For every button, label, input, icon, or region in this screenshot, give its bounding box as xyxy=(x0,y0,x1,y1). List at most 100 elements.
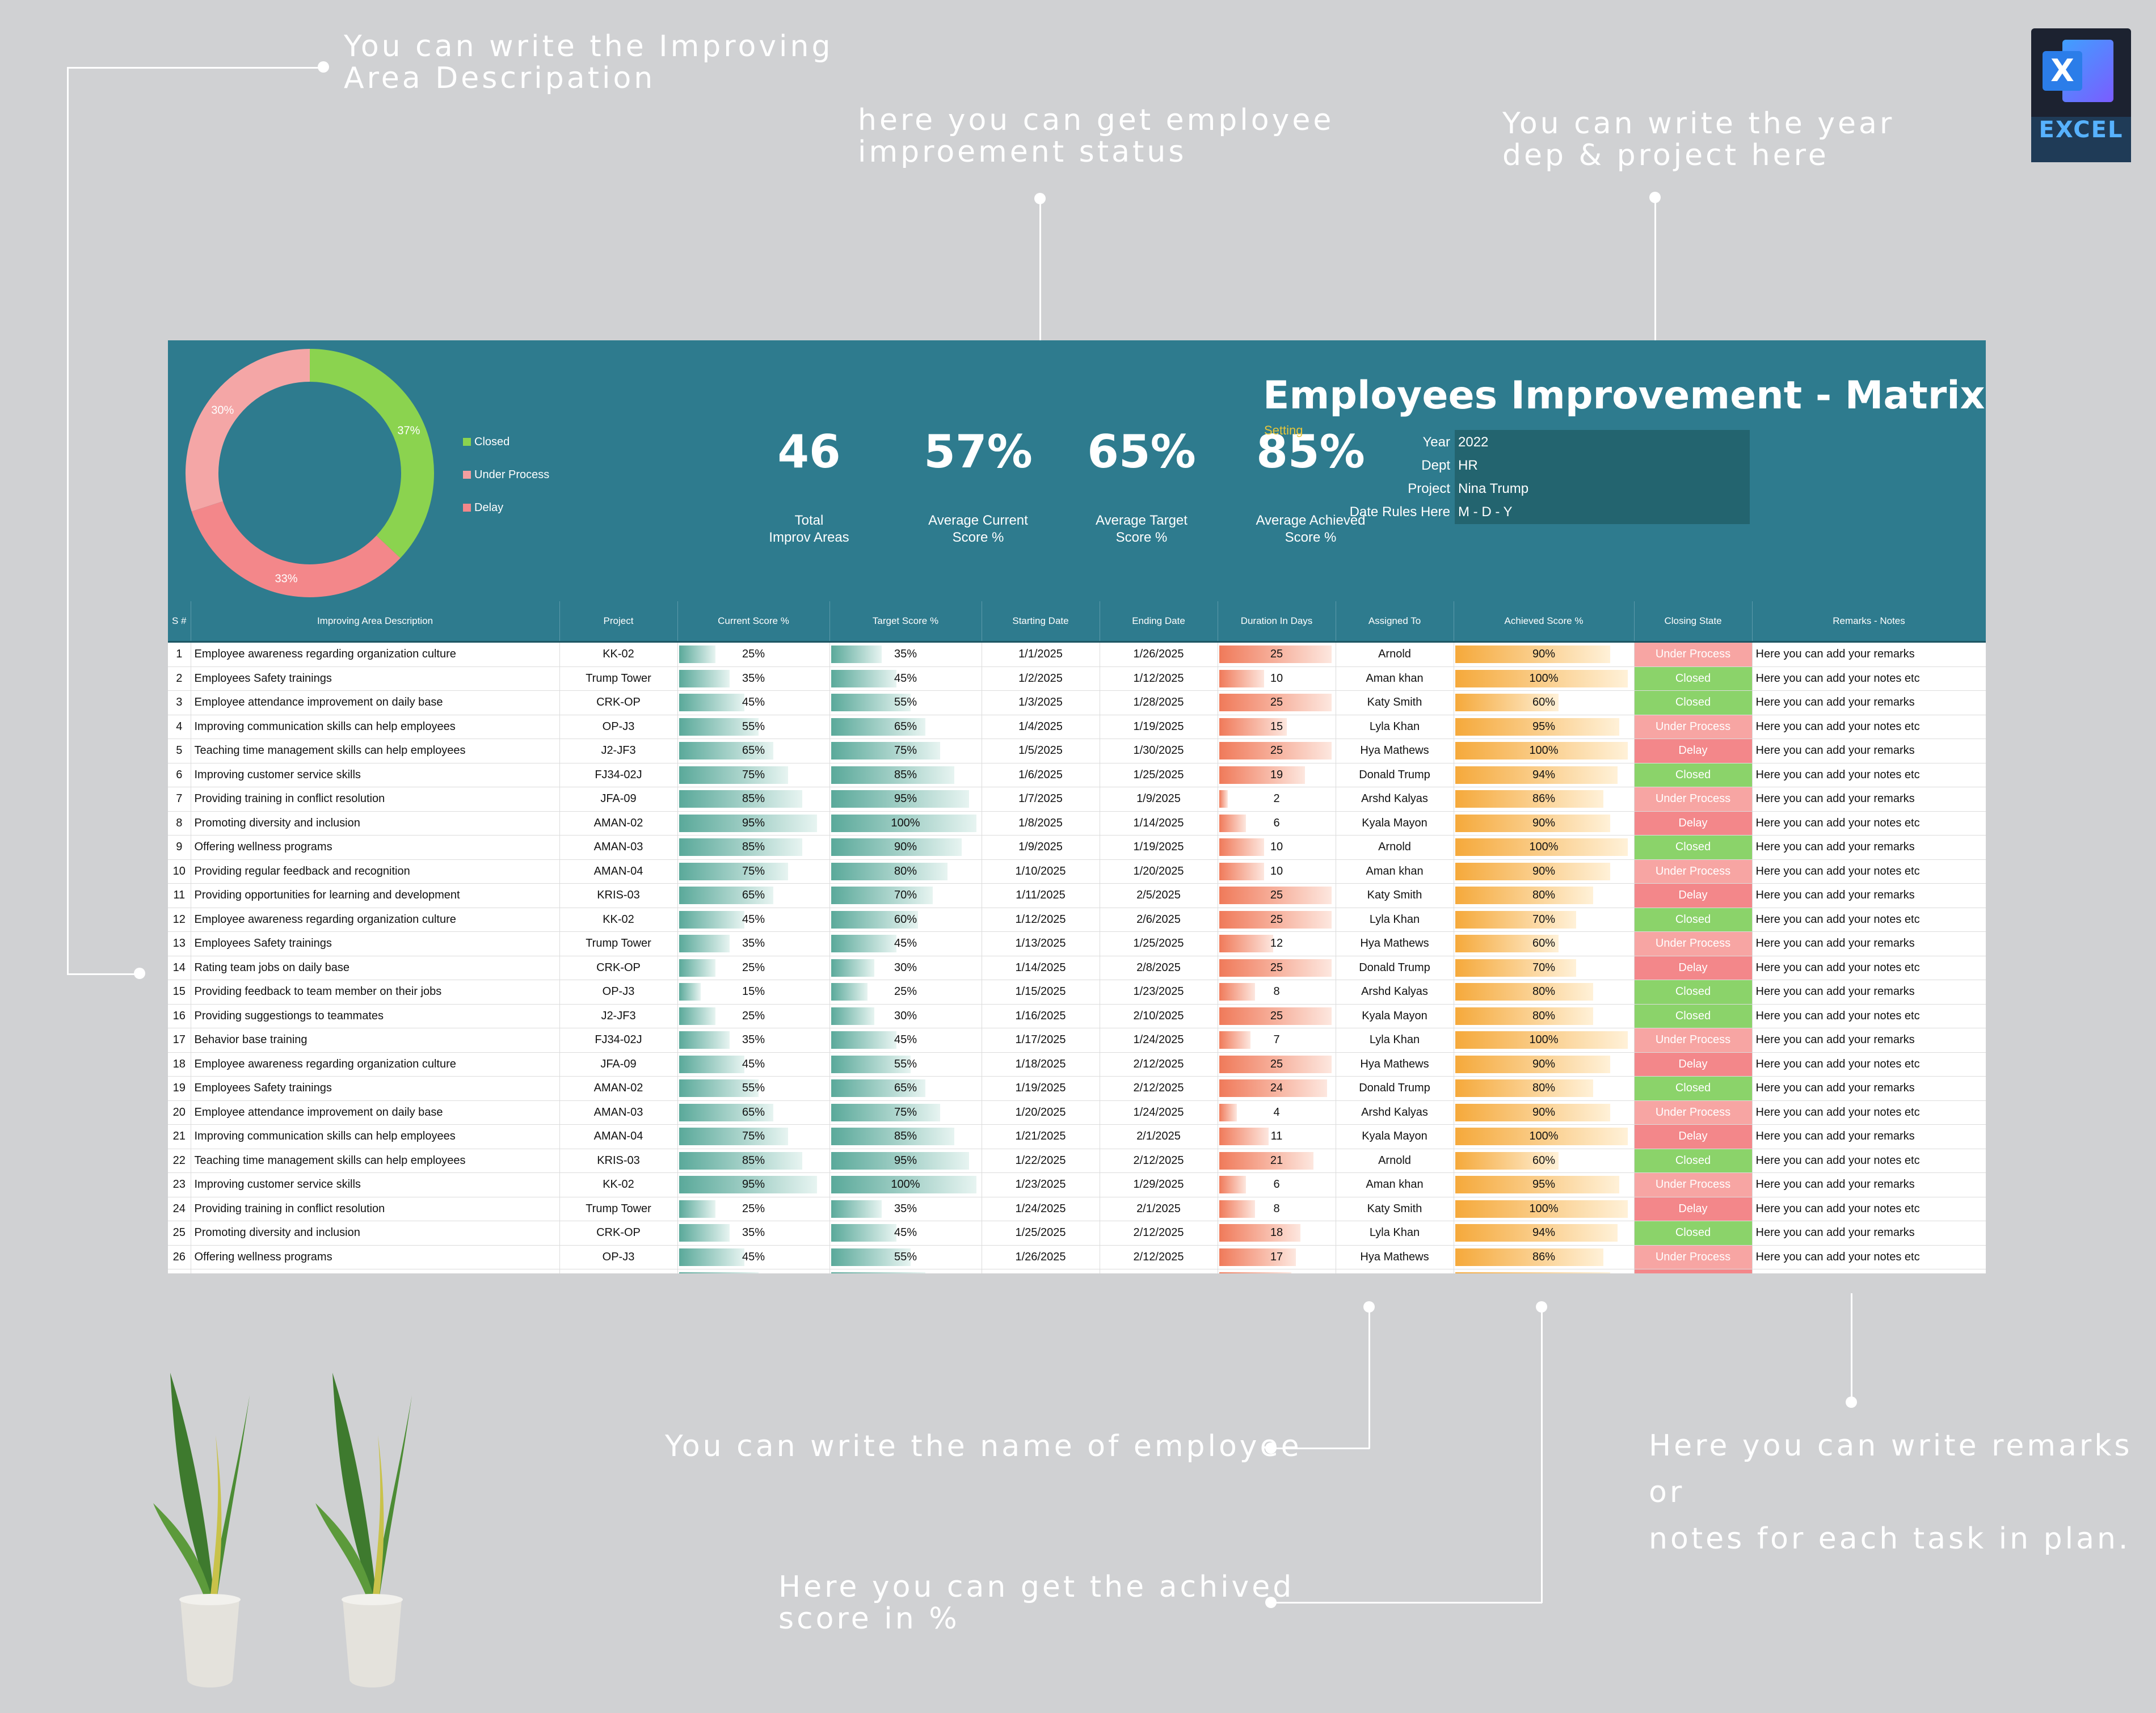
cell-sn[interactable]: 20 xyxy=(168,1100,191,1125)
cell-description[interactable]: Employee attendance improvement on daily… xyxy=(191,1100,560,1125)
cell-closing-state[interactable]: Under Process xyxy=(1634,642,1753,667)
cell-project[interactable]: Trump Tower xyxy=(559,666,678,691)
cell-closing-state[interactable]: Delay xyxy=(1634,1052,1753,1077)
cell-sn[interactable]: 2 xyxy=(168,666,191,691)
cell-closing-state[interactable]: Delay xyxy=(1634,739,1753,763)
cell-ending-date[interactable]: 1/25/2025 xyxy=(1100,763,1218,787)
cell-duration[interactable]: 6 xyxy=(1218,811,1336,836)
header-starting-date[interactable]: Starting Date xyxy=(982,601,1100,643)
cell-starting-date[interactable]: 1/26/2025 xyxy=(982,1245,1100,1269)
cell-ending-date[interactable]: 1/25/2025 xyxy=(1100,931,1218,956)
cell-assigned-to[interactable]: Lyla Khan xyxy=(1336,1221,1454,1246)
cell-sn[interactable]: 10 xyxy=(168,859,191,884)
cell-remarks[interactable]: Here you can add your notes etc xyxy=(1752,1197,1986,1221)
cell-current-score[interactable]: 25% xyxy=(677,956,830,980)
cell-target-score[interactable]: 80% xyxy=(829,859,982,884)
cell-description[interactable]: Rating team jobs on daily base xyxy=(191,956,560,980)
cell-target-score[interactable]: 30% xyxy=(829,956,982,980)
cell-closing-state[interactable]: Delay xyxy=(1634,1269,1753,1273)
cell-target-score[interactable]: 75% xyxy=(829,739,982,763)
cell-assigned-to[interactable]: Aman khan xyxy=(1336,666,1454,691)
cell-assigned-to[interactable]: Arshd Kalyas xyxy=(1336,787,1454,812)
cell-description[interactable]: Improving customer service skills xyxy=(191,1172,560,1197)
cell-achieved-score[interactable]: 80% xyxy=(1454,980,1635,1005)
cell-ending-date[interactable]: 2/12/2025 xyxy=(1100,1149,1218,1173)
cell-description[interactable]: Employee awareness regarding organizatio… xyxy=(191,642,560,667)
cell-current-score[interactable]: 75% xyxy=(677,859,830,884)
header-current-score[interactable]: Current Score % xyxy=(677,601,830,643)
cell-current-score[interactable]: 35% xyxy=(677,1028,830,1053)
cell-sn[interactable]: 9 xyxy=(168,835,191,860)
cell-remarks[interactable]: Here you can add your remarks xyxy=(1752,835,1986,860)
cell-starting-date[interactable]: 1/10/2025 xyxy=(982,859,1100,884)
cell-description[interactable]: Employees Safety trainings xyxy=(191,666,560,691)
cell-current-score[interactable]: 65% xyxy=(677,1100,830,1125)
cell-ending-date[interactable]: 1/29/2025 xyxy=(1100,1172,1218,1197)
cell-ending-date[interactable]: 2/5/2025 xyxy=(1100,883,1218,908)
cell-closing-state[interactable]: Delay xyxy=(1634,1124,1753,1149)
cell-target-score[interactable]: 85% xyxy=(829,1124,982,1149)
cell-remarks[interactable]: Here you can add your notes etc xyxy=(1752,763,1986,787)
cell-target-score[interactable]: 65% xyxy=(829,715,982,739)
cell-target-score[interactable]: 100% xyxy=(829,1172,982,1197)
cell-project[interactable]: AMAN-02 xyxy=(559,1076,678,1101)
cell-ending-date[interactable]: 1/24/2025 xyxy=(1100,1100,1218,1125)
cell-sn[interactable]: 6 xyxy=(168,763,191,787)
cell-duration[interactable]: 10 xyxy=(1218,859,1336,884)
cell-closing-state[interactable]: Closed xyxy=(1634,1004,1753,1028)
cell-target-score[interactable]: 75% xyxy=(829,1100,982,1125)
cell-ending-date[interactable]: 1/26/2025 xyxy=(1100,642,1218,667)
cell-starting-date[interactable]: 1/16/2025 xyxy=(982,1004,1100,1028)
cell-sn[interactable]: 3 xyxy=(168,690,191,715)
cell-closing-state[interactable]: Under Process xyxy=(1634,715,1753,739)
cell-ending-date[interactable]: 2/10/2025 xyxy=(1100,1004,1218,1028)
cell-sn[interactable]: 8 xyxy=(168,811,191,836)
cell-remarks[interactable]: Here you can add your notes etc xyxy=(1752,859,1986,884)
cell-closing-state[interactable]: Under Process xyxy=(1634,859,1753,884)
cell-achieved-score[interactable]: 70% xyxy=(1454,908,1635,932)
cell-starting-date[interactable]: 1/5/2025 xyxy=(982,739,1100,763)
cell-assigned-to[interactable]: Donald Trump xyxy=(1336,1269,1454,1273)
cell-duration[interactable]: 25 xyxy=(1218,642,1336,667)
cell-achieved-score[interactable]: 100% xyxy=(1454,1124,1635,1149)
cell-ending-date[interactable]: 2/12/2025 xyxy=(1100,1052,1218,1077)
cell-description[interactable]: Employee awareness regarding organizatio… xyxy=(191,1052,560,1077)
cell-closing-state[interactable]: Under Process xyxy=(1634,1245,1753,1269)
cell-ending-date[interactable]: 2/8/2025 xyxy=(1100,956,1218,980)
cell-current-score[interactable]: 15% xyxy=(677,980,830,1005)
cell-description[interactable]: Employees Safety trainings xyxy=(191,1076,560,1101)
cell-current-score[interactable]: 45% xyxy=(677,908,830,932)
cell-description[interactable]: Promoting diversity and inclusion xyxy=(191,1221,560,1246)
cell-project[interactable]: JFA-09 xyxy=(559,787,678,812)
cell-sn[interactable]: 7 xyxy=(168,787,191,812)
cell-duration[interactable]: 7 xyxy=(1218,1028,1336,1053)
cell-ending-date[interactable]: 2/12/2025 xyxy=(1100,1076,1218,1101)
cell-project[interactable]: AMAN-03 xyxy=(559,1100,678,1125)
cell-sn[interactable]: 24 xyxy=(168,1197,191,1221)
cell-description[interactable]: Providing training in conflict resolutio… xyxy=(191,1197,560,1221)
cell-current-score[interactable]: 85% xyxy=(677,787,830,812)
cell-duration[interactable]: 19 xyxy=(1218,763,1336,787)
cell-target-score[interactable]: 45% xyxy=(829,1221,982,1246)
cell-starting-date[interactable]: 1/3/2025 xyxy=(982,690,1100,715)
cell-remarks[interactable]: Here you can add your remarks xyxy=(1752,1076,1986,1101)
cell-remarks[interactable]: Here you can add your remarks xyxy=(1752,931,1986,956)
cell-starting-date[interactable]: 1/4/2025 xyxy=(982,715,1100,739)
header-sn[interactable]: S # xyxy=(168,601,191,643)
cell-starting-date[interactable]: 1/22/2025 xyxy=(982,1149,1100,1173)
cell-description[interactable]: Teaching time management skills can help… xyxy=(191,739,560,763)
cell-assigned-to[interactable]: Arshd Kalyas xyxy=(1336,1100,1454,1125)
cell-starting-date[interactable]: 1/18/2025 xyxy=(982,1052,1100,1077)
cell-achieved-score[interactable]: 90% xyxy=(1454,811,1635,836)
cell-remarks[interactable]: Here you can add your remarks xyxy=(1752,690,1986,715)
cell-sn[interactable]: 23 xyxy=(168,1172,191,1197)
cell-achieved-score[interactable]: 95% xyxy=(1454,1172,1635,1197)
cell-remarks[interactable]: Here you can add your remarks xyxy=(1752,1269,1986,1273)
cell-sn[interactable]: 25 xyxy=(168,1221,191,1246)
cell-project[interactable]: KRIS-03 xyxy=(559,883,678,908)
cell-duration[interactable]: 25 xyxy=(1218,956,1336,980)
cell-project[interactable]: CRK-OP xyxy=(559,690,678,715)
cell-current-score[interactable]: 65% xyxy=(677,739,830,763)
cell-description[interactable]: Providing opportunities for learning and… xyxy=(191,883,560,908)
cell-starting-date[interactable]: 1/11/2025 xyxy=(982,883,1100,908)
